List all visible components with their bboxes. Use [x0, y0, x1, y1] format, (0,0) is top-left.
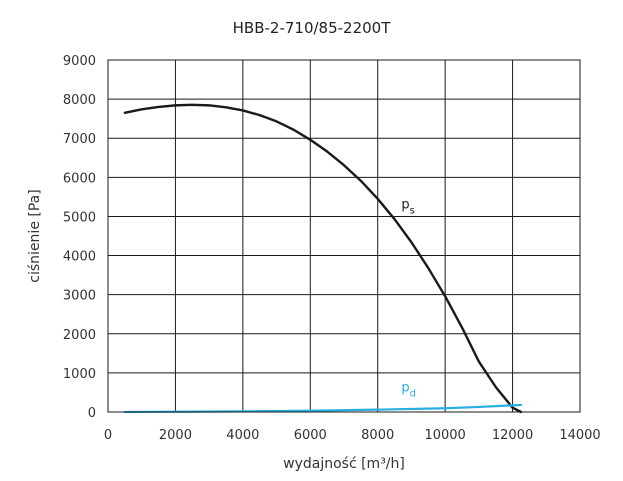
series-label-p-d: pd: [401, 381, 416, 400]
grid: [107, 59, 581, 413]
y-tick-label: 0: [88, 406, 96, 421]
y-tick-label: 7000: [63, 132, 96, 147]
y-tick-label: 1000: [63, 367, 96, 382]
y-tick-label: 9000: [63, 54, 96, 69]
y-tick-label: 4000: [63, 250, 96, 265]
x-ticks: 0 2000 4000 6000 8000 10000 12000 14000: [104, 428, 601, 443]
plot-frame: [107, 59, 581, 413]
x-tick-label: 4000: [226, 428, 259, 443]
x-tick-label: 10000: [424, 428, 465, 443]
y-tick-label: 6000: [63, 171, 96, 186]
x-tick-label: 6000: [294, 428, 327, 443]
series-label-p-s: ps: [401, 198, 414, 217]
x-tick-label: 2000: [159, 428, 192, 443]
series-line-p-s: [123, 103, 523, 414]
x-axis-label: wydajność [m³/h]: [283, 456, 405, 472]
x-tick-label: 12000: [492, 428, 533, 443]
series-group: ps pd: [123, 103, 523, 414]
x-tick-label: 8000: [361, 428, 394, 443]
series-line-p-d: [123, 403, 523, 414]
y-tick-label: 3000: [63, 289, 96, 304]
x-tick-label: 14000: [559, 428, 600, 443]
chart-title: HBB-2-710/85-2200T: [232, 19, 391, 37]
y-tick-label: 5000: [63, 210, 96, 225]
y-ticks: 0 1000 2000 3000 4000 5000 6000 7000 8000 9000: [63, 54, 96, 421]
y-tick-label: 8000: [63, 93, 96, 108]
x-tick-label: 0: [104, 428, 112, 443]
y-tick-label: 2000: [63, 328, 96, 343]
